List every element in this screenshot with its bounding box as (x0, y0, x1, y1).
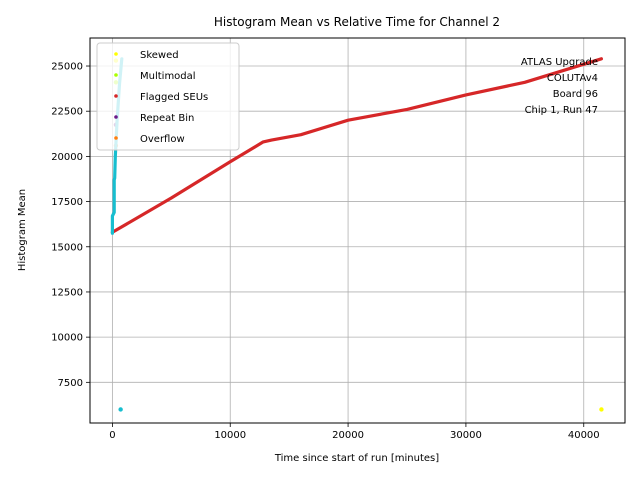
legend-label: Flagged SEUs (140, 92, 208, 103)
legend-box (96, 42, 240, 151)
x-tick-label: 20000 (332, 430, 364, 441)
y-tick-label: 17500 (51, 197, 83, 208)
flagged-seus-series-line (110, 57, 603, 234)
legend-item-repeat-bin: Repeat Bin (114, 113, 194, 124)
legend-marker (114, 73, 118, 77)
legend-label: Overflow (140, 134, 185, 145)
x-tick-label: 0 (109, 430, 115, 441)
legend-label: Skewed (140, 50, 179, 61)
legend-marker (114, 94, 118, 98)
legend-item-multimodal: Multimodal (114, 71, 196, 82)
unlabeled-point (118, 407, 123, 412)
x-tick-label: 30000 (450, 430, 482, 441)
x-axis-label: Time since start of run [minutes] (274, 453, 439, 464)
legend-item-overflow: Overflow (114, 134, 185, 145)
legend-marker (114, 136, 118, 140)
y-tick-label: 12500 (51, 287, 83, 298)
annotation: ATLAS Upgrade COLUTAv4 Board 96 Chip 1, … (521, 57, 598, 116)
legend-marker (114, 115, 118, 119)
legend-item-flagged-seus: Flagged SEUs (114, 92, 208, 103)
annotation-line: Board 96 (553, 89, 598, 100)
y-tick-label: 20000 (51, 152, 83, 163)
legend-label: Repeat Bin (140, 113, 194, 124)
skewed-point (599, 407, 604, 412)
legend-marker (114, 52, 118, 56)
y-tick-label: 10000 (51, 333, 83, 344)
legend: Skewed Multimodal Flagged SEUs Repeat Bi… (96, 42, 240, 151)
chart-title: Histogram Mean vs Relative Time for Chan… (214, 15, 500, 29)
y-axis-label: Histogram Mean (17, 189, 28, 271)
plot-frame (89, 37, 626, 424)
tick-layer: 0 10000 20000 30000 40000 7500 10000 12500 15000… (51, 62, 599, 441)
y-tick-label: 15000 (51, 242, 83, 253)
annotation-line: ATLAS Upgrade (521, 57, 598, 68)
x-tick-label: 40000 (568, 430, 600, 441)
annotation-line: COLUTAv4 (547, 73, 598, 84)
y-tick-label: 22500 (51, 107, 83, 118)
legend-label: Multimodal (140, 71, 196, 82)
y-tick-label: 7500 (58, 378, 83, 389)
y-tick-label: 25000 (51, 62, 83, 73)
x-tick-label: 10000 (214, 430, 246, 441)
legend-item-skewed: Skewed (114, 50, 179, 61)
annotation-line: Chip 1, Run 47 (525, 105, 598, 116)
